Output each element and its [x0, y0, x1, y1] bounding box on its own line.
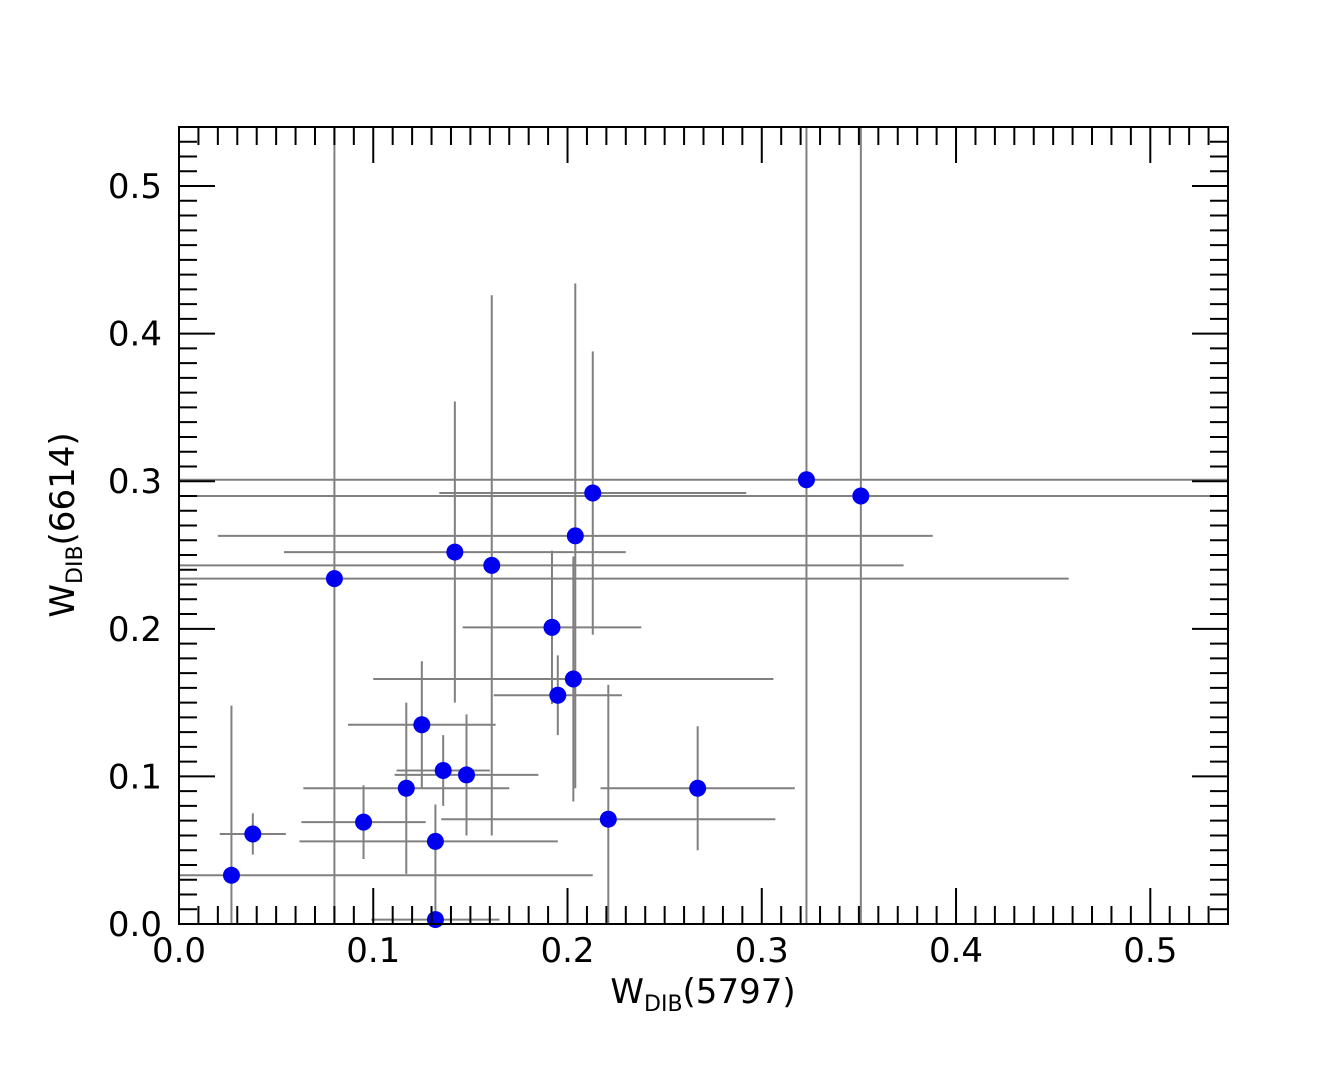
data-point — [413, 716, 431, 734]
data-point — [434, 762, 452, 780]
data-point — [325, 570, 343, 588]
data-point — [355, 813, 373, 831]
data-point — [549, 686, 567, 704]
y-tick-label: 0.3 — [108, 462, 162, 502]
y-tick-label: 0.1 — [108, 757, 162, 797]
x-tick-label: 0.1 — [346, 931, 400, 971]
data-point — [446, 543, 464, 561]
data-point — [222, 866, 240, 884]
data-point — [426, 832, 444, 850]
y-tick-label: 0.0 — [108, 905, 162, 945]
data-point — [566, 527, 584, 545]
y-tick-label: 0.4 — [108, 315, 162, 355]
data-point — [458, 766, 476, 784]
data-point — [797, 471, 815, 489]
data-point — [397, 779, 415, 797]
data-point — [543, 618, 561, 636]
x-tick-label: 0.3 — [735, 931, 789, 971]
error-bars — [179, 127, 1228, 924]
x-tick-label: 0.0 — [152, 931, 206, 971]
x-tick-label: 0.5 — [1123, 931, 1177, 971]
x-tick-label: 0.4 — [929, 931, 983, 971]
data-point — [689, 779, 707, 797]
y-axis-label: WDIB(6614) — [43, 432, 88, 617]
axis-ticks — [178, 126, 1229, 925]
y-tick-label: 0.5 — [108, 167, 162, 207]
data-point — [852, 487, 870, 505]
data-point — [584, 484, 602, 502]
x-tick-label: 0.2 — [540, 931, 594, 971]
plot-frame — [178, 126, 1229, 925]
y-tick-labels: 0.0 0.1 0.2 0.3 0.4 0.5 — [108, 167, 162, 945]
data-point — [244, 825, 262, 843]
data-points — [222, 471, 870, 929]
data-point — [599, 810, 617, 828]
x-tick-labels: 0.0 0.1 0.2 0.3 0.4 0.5 — [152, 931, 1177, 971]
y-tick-label: 0.2 — [108, 610, 162, 650]
data-point — [483, 556, 501, 574]
x-axis-label: WDIB(5797) — [610, 972, 795, 1017]
data-point — [564, 670, 582, 688]
data-point — [426, 911, 444, 929]
